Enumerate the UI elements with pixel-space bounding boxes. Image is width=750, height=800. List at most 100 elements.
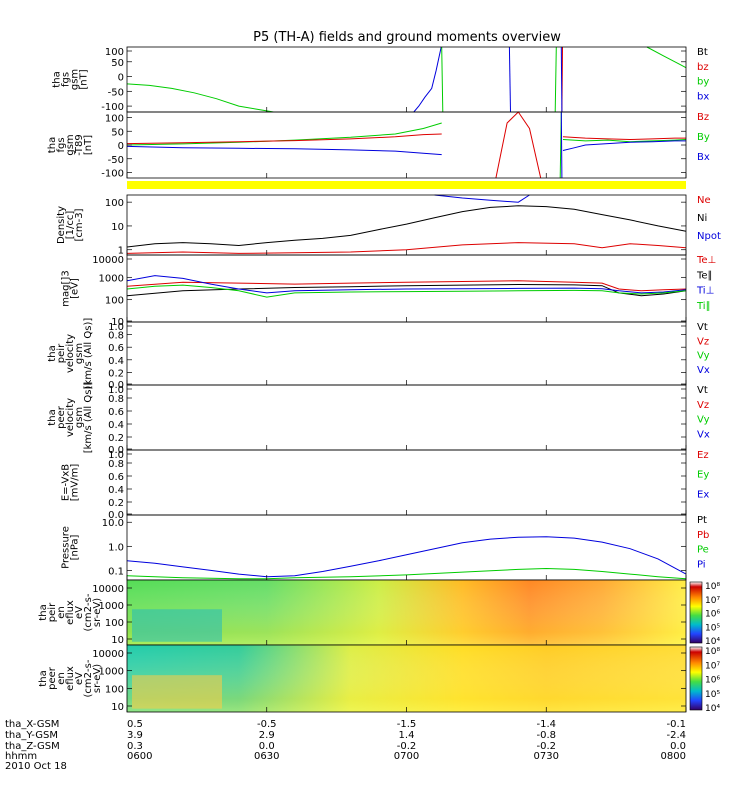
colorbar-tick-label: 10⁸ — [705, 582, 720, 592]
ytick-label: 100 — [105, 618, 124, 629]
ylabel-line: velocity — [65, 398, 76, 437]
footer-value: 0.0 — [670, 741, 686, 752]
ylabel-line: peir — [47, 602, 58, 622]
footer-value: 0630 — [254, 751, 279, 762]
legend-entry: Vx — [697, 429, 710, 440]
legend-entry: Vy — [697, 415, 710, 426]
legend-entry: Pt — [697, 515, 707, 526]
legend-entry: bx — [697, 91, 709, 102]
ylabel-line: tha — [38, 604, 49, 620]
panel-frame — [126, 111, 687, 179]
series-bx — [560, 46, 563, 113]
series-bx — [508, 46, 511, 113]
colorbar-tick-label: 10⁴ — [705, 704, 720, 714]
ylabel-line: [cm-3] — [74, 208, 85, 241]
ytick-label: 0.4 — [108, 356, 124, 367]
series-Pi — [126, 536, 687, 578]
ylabel-line: [nPa] — [70, 534, 81, 560]
ylabel-line: E=-VxB — [61, 464, 72, 501]
ytick-label: 0.0 — [108, 510, 124, 521]
ytick-label: 0.8 — [108, 394, 124, 405]
ylabel-line: sr-eV) — [92, 598, 103, 627]
ytick-label: 1000 — [99, 601, 124, 612]
legend-fgs: Bt bz by bx — [697, 47, 709, 102]
legend-e-field: Ez Ey Ex — [697, 450, 709, 500]
ylabel-line: tha — [47, 409, 58, 425]
panel-peir-eflux: 10⁸ 10⁷ 10⁶ 10⁵ 10⁴ 10000 1000 100 10 thapeirenef… — [38, 579, 720, 647]
footer-value: 0700 — [394, 751, 419, 762]
series-by — [126, 83, 274, 113]
series-Bx — [560, 111, 563, 179]
ylabel-temperature: mag[]3[eV] — [61, 270, 81, 306]
ylabel-line: en — [56, 606, 67, 619]
ylabel-line: [km/s (All Qs)] — [83, 382, 94, 454]
series-Ti⊥ — [126, 275, 687, 294]
series-by — [646, 46, 687, 69]
ylabel-line: sr-eV) — [92, 664, 103, 693]
ylabel-line: tha — [52, 71, 63, 87]
spectrogram-patch — [132, 609, 222, 642]
panel-frame — [126, 384, 687, 451]
colorbar-gradient — [689, 581, 703, 644]
footer-value: 0800 — [661, 751, 686, 762]
ytick-label: 0.1 — [108, 566, 124, 577]
legend-pressure: Pt Pb Pe Pi — [697, 515, 709, 570]
series-Ti∥ — [126, 284, 687, 298]
colorbar-peir-eflux: 10⁸ 10⁷ 10⁶ 10⁵ 10⁴ — [689, 581, 720, 647]
footer-value: 3.9 — [127, 730, 143, 741]
footer-value: -0.2 — [536, 741, 556, 752]
legend-entry: by — [697, 77, 709, 88]
ytick-label: 100 — [105, 198, 124, 209]
series-Bx — [562, 140, 686, 151]
panel-e-field: Ez Ey Ex 1.00.8 0.6 0.4 0.20.0 E=-VxB[mV/m] — [61, 449, 709, 521]
ylabel-line: velocity — [65, 334, 76, 373]
series-Pe — [126, 567, 687, 580]
series-Bz — [562, 136, 686, 141]
colorbar-tick-label: 10⁴ — [705, 637, 720, 647]
legend-entry: Vt — [697, 322, 708, 333]
ylabel-line: peer — [47, 666, 58, 690]
ytick-label: 1 — [118, 246, 124, 257]
ytick-label: -100 — [101, 102, 124, 113]
ephemeris-yellow-bar — [127, 181, 686, 189]
panel-temperature: Te⊥ Te∥ Ti⊥ Ti∥ 10000 1000 100 10 mag[]3[eV] — [61, 254, 716, 328]
ylabel-line: peer — [56, 405, 67, 429]
footer-value: 0600 — [127, 751, 152, 762]
legend-entry: Ne — [697, 195, 711, 206]
ylabel-line: fgs — [61, 72, 72, 87]
ytick-label: 10 — [111, 317, 124, 328]
ylabel-line: gsm — [74, 407, 85, 428]
yticks-temperature: 10000 1000 100 10 — [92, 255, 686, 328]
legend-entry: Vx — [697, 365, 710, 376]
series-bx — [413, 46, 442, 113]
ylabel-line: (cm2-s- — [83, 593, 94, 631]
ytick-label: 10 — [111, 635, 124, 646]
legend-entry: Ez — [697, 450, 709, 461]
series-Te⊥ — [126, 280, 687, 292]
footer-row-label: tha_Z-GSM — [5, 741, 60, 752]
ytick-label: 0.8 — [108, 331, 124, 342]
ytick-label: 0.8 — [108, 459, 124, 470]
series-Bz — [495, 111, 542, 179]
footer-value: 1.4 — [399, 730, 415, 741]
legend-entry: By — [697, 132, 710, 143]
series-Npot — [434, 194, 530, 203]
ytick-label: 0 — [118, 141, 124, 152]
legend-entry: Vz — [697, 336, 709, 347]
ytick-label: 100 — [105, 47, 124, 58]
footer-value: 0730 — [534, 751, 559, 762]
ylabel-pressure: Pressure[nPa] — [61, 526, 81, 569]
footer-value: -0.2 — [397, 741, 417, 752]
ytick-label: 50 — [111, 127, 124, 138]
legend-entry: Ex — [697, 489, 709, 500]
series-Ne — [126, 242, 687, 254]
legend-entry: Ti∥ — [696, 301, 711, 312]
ytick-label: 100 — [105, 114, 124, 125]
ytick-label: 1.0 — [108, 450, 124, 461]
legend-entry: Bt — [697, 47, 708, 58]
